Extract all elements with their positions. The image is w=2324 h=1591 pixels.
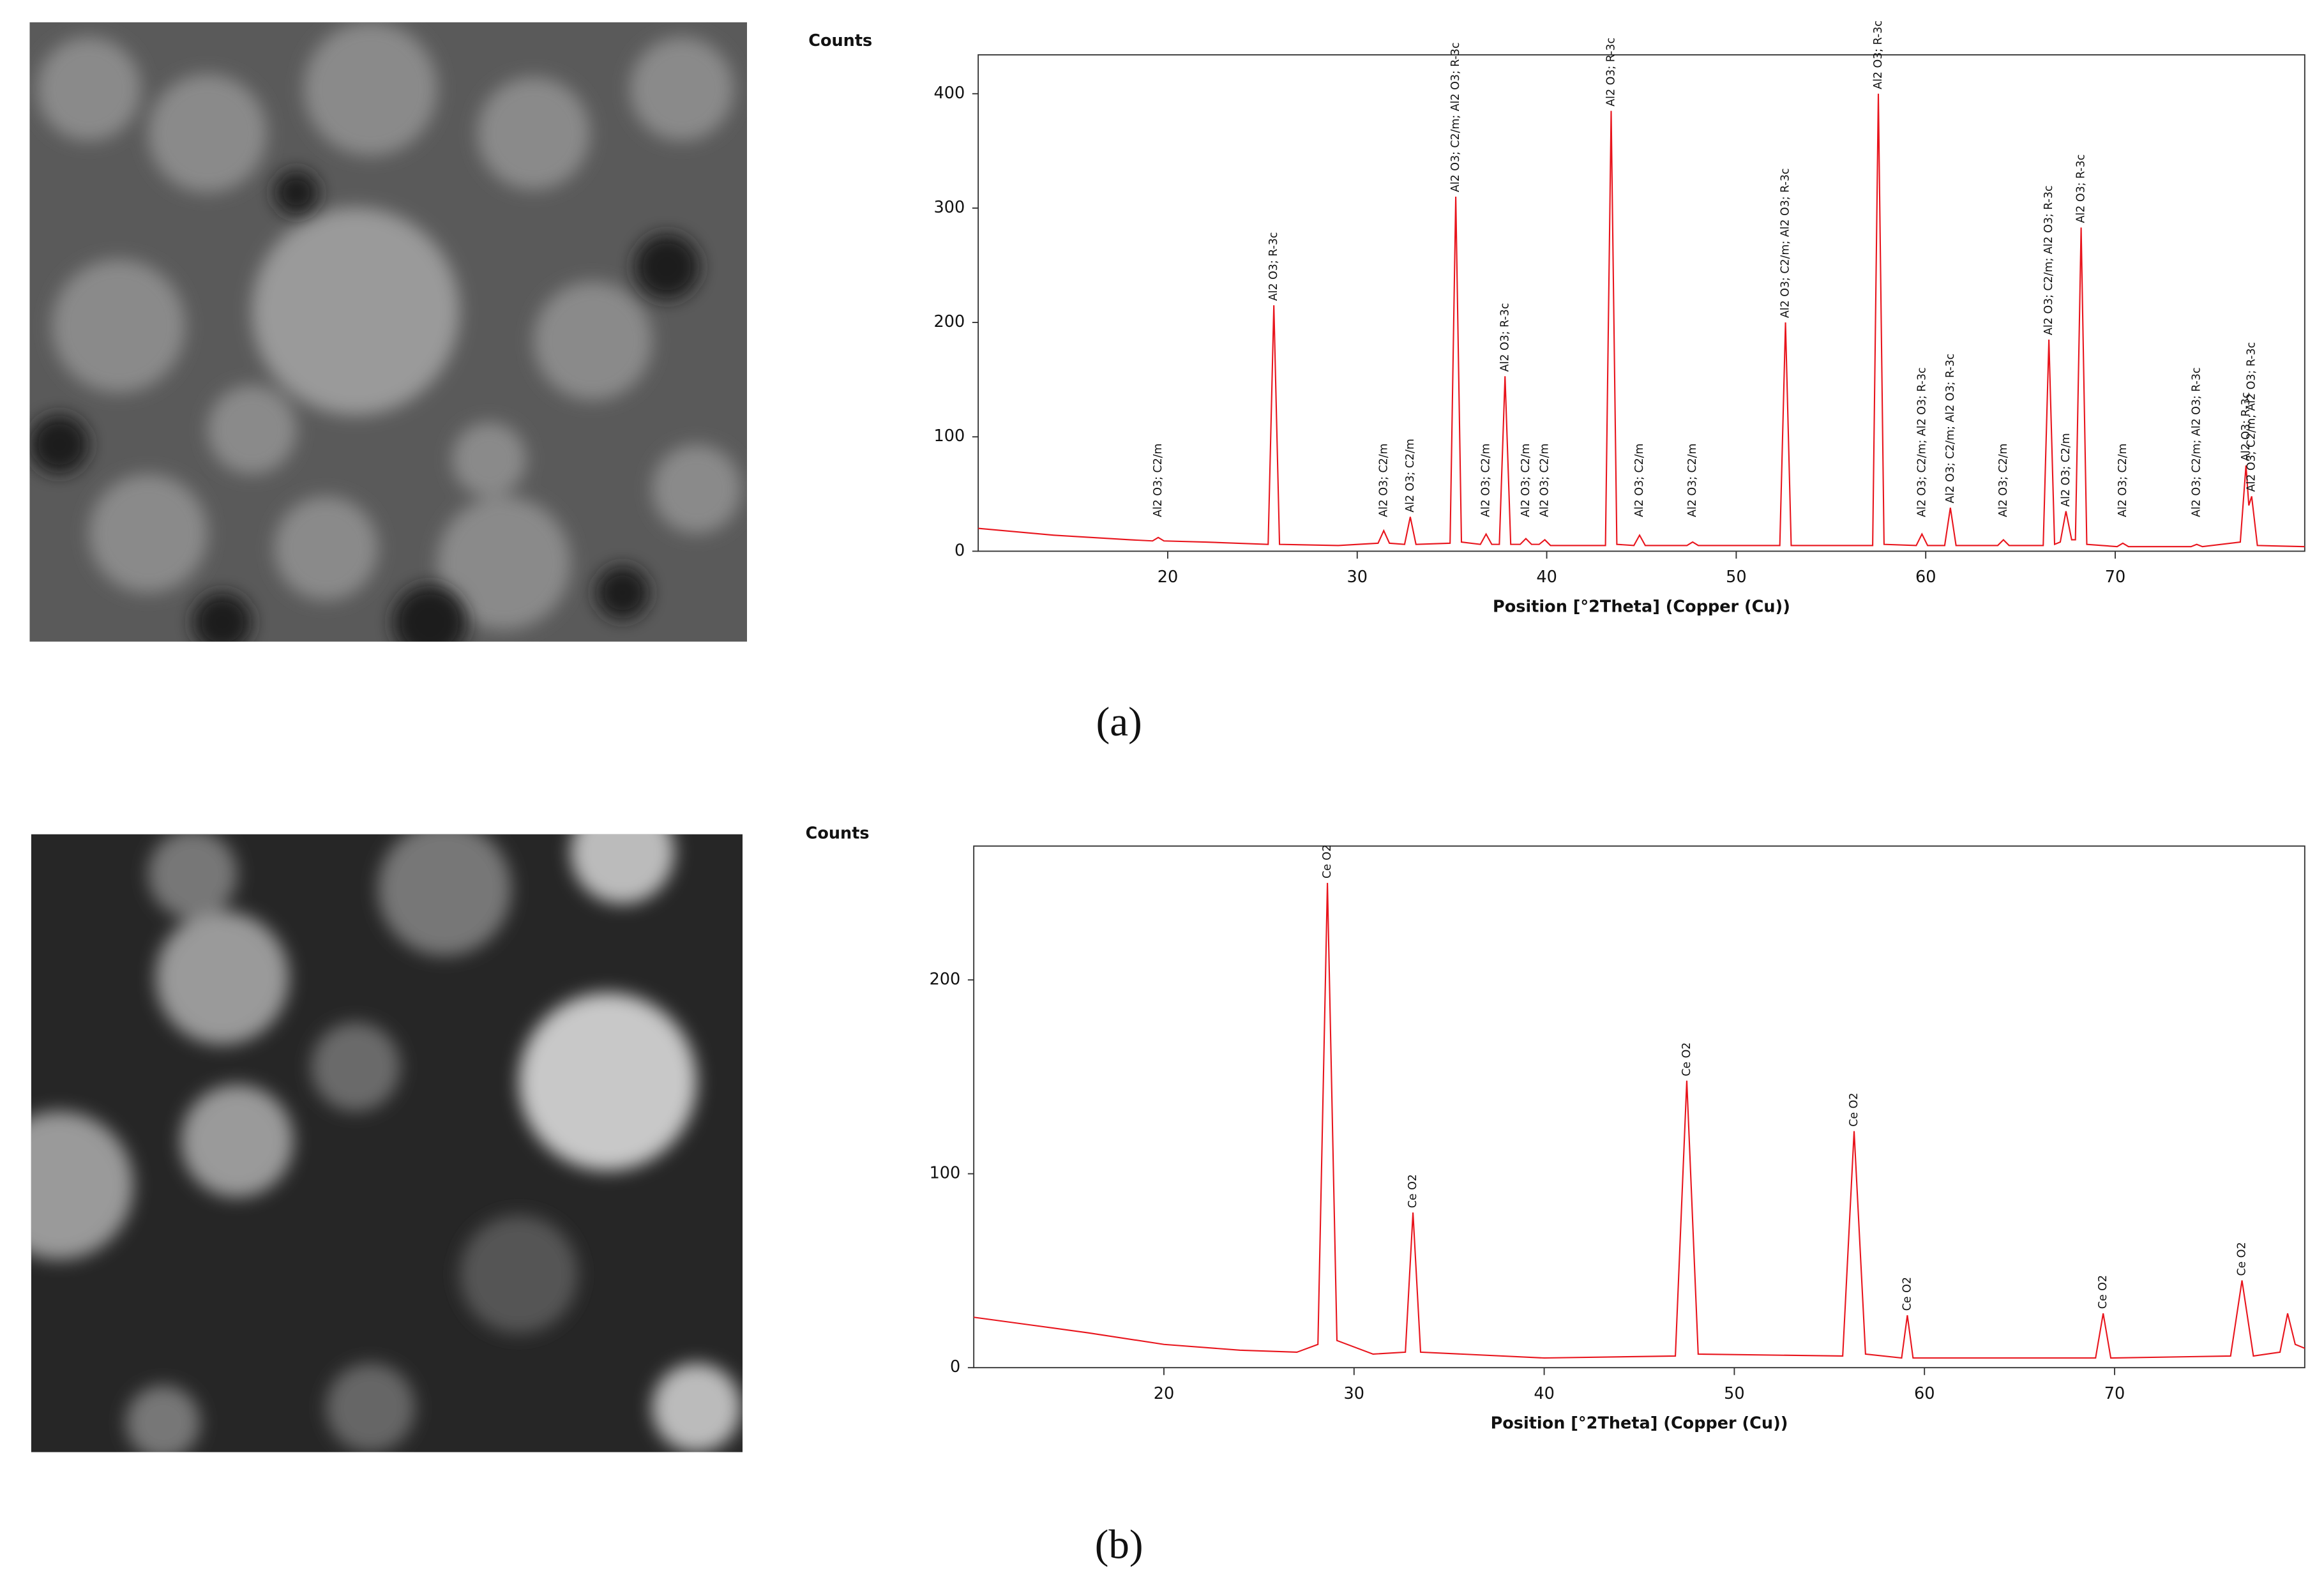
peak-label: Al2 O3; R-3c: [1498, 303, 1511, 372]
x-tick-label: 70: [2105, 568, 2125, 587]
peak-label: Ce O2: [2236, 1242, 2249, 1276]
x-tick-label: 30: [1344, 1384, 1364, 1403]
peak-label: Al2 O3; C2/m; Al2 O3; R-3c: [1449, 42, 1462, 192]
sem-image-a: [29, 22, 747, 642]
peak-label: Al2 O3; C2/m: [1633, 444, 1646, 517]
x-tick-label: 60: [1915, 568, 1936, 587]
x-tick-label: 20: [1158, 568, 1178, 587]
peak-label: Ce O2: [1680, 1043, 1693, 1076]
plot-frame: [973, 845, 2305, 1369]
y-tick-label: 200: [930, 970, 961, 989]
peak-label: Ce O2: [1848, 1093, 1860, 1127]
peak-label: Al2 O3; C2/m; Al2 O3; R-3c: [1779, 169, 1792, 319]
peak-label: Al2 O3; R-3c: [1872, 20, 1885, 89]
plot-frame: [977, 54, 2305, 552]
x-tick-label: 20: [1154, 1384, 1174, 1403]
x-tick-label: 30: [1347, 568, 1368, 587]
caption: (a): [1096, 699, 1142, 745]
peak-label: Al2 O3; C2/m; Al2 O3; R-3c: [1944, 354, 1957, 504]
x-tick-label: 70: [2104, 1384, 2125, 1403]
y-tick-label: 100: [930, 1163, 961, 1182]
peak-label: Al2 O3; R-3c: [1604, 38, 1617, 107]
peak-label: Al2 O3; R-3c: [2075, 155, 2088, 223]
peak-label: Al2 O3; C2/m: [1377, 444, 1390, 517]
y-tick-label: 200: [934, 312, 965, 331]
x-tick-label: 40: [1536, 568, 1557, 587]
peak-label: Al2 O3; C2/m: [1997, 444, 2010, 517]
peak-label: Al2 O3; R-3c: [1267, 232, 1280, 301]
x-tick-label: 50: [1724, 1384, 1744, 1403]
data-line: [974, 882, 2305, 1359]
y-axis-label: Counts: [806, 824, 870, 843]
peak-label: Al2 O3; C2/m: [1539, 444, 1551, 517]
x-tick-label: 50: [1726, 568, 1746, 587]
peak-label: Al2 O3; C2/m: [2116, 444, 2129, 517]
peak-label: Al2 O3; C2/m: [1520, 444, 1532, 517]
caption: (b): [1095, 1521, 1143, 1567]
peak-label: Al2 O3; C2/m: [2060, 433, 2072, 506]
y-tick-label: 0: [950, 1357, 960, 1376]
y-tick-label: 0: [954, 541, 965, 560]
peak-label: Ce O2: [1407, 1174, 1419, 1208]
peak-label: Al2 O3; C2/m: [1152, 444, 1165, 517]
x-axis-label: Position [°2Theta] (Copper (Cu)): [1491, 1414, 1788, 1433]
y-tick-label: 300: [934, 198, 965, 217]
peak-label: Al2 O3; C2/m; Al2 O3; R-3c: [1915, 367, 1928, 517]
peak-label: Al2 O3; C2/m; Al2 O3; R-3c: [2191, 367, 2203, 517]
peak-label: Ce O2: [2097, 1275, 2109, 1309]
x-tick-label: 60: [1914, 1384, 1935, 1403]
peak-label: Ce O2: [1321, 845, 1334, 878]
peak-label: Al2 O3; C2/m: [1404, 439, 1417, 512]
peak-label: Al2 O3; C2/m: [1686, 444, 1699, 517]
y-tick-label: 100: [934, 426, 965, 446]
y-axis-label: Counts: [808, 31, 872, 50]
peak-label: Al2 O3; C2/m: [1480, 444, 1493, 517]
peak-label: Al2 O3; C2/m; Al2 O3; R-3c: [2042, 185, 2055, 335]
y-tick-label: 400: [934, 84, 965, 103]
peak-label: Ce O2: [1901, 1277, 1913, 1311]
sem-image-b: [31, 834, 743, 1452]
peak-label: Al2 O3; R-3c: [2240, 392, 2252, 461]
data-line: [978, 93, 2305, 548]
peak-label: Al2 O3; C2/m; Al2 O3; R-3c: [2245, 342, 2258, 492]
x-axis-label: Position [°2Theta] (Copper (Cu)): [1493, 598, 1790, 617]
x-tick-label: 40: [1534, 1384, 1554, 1403]
